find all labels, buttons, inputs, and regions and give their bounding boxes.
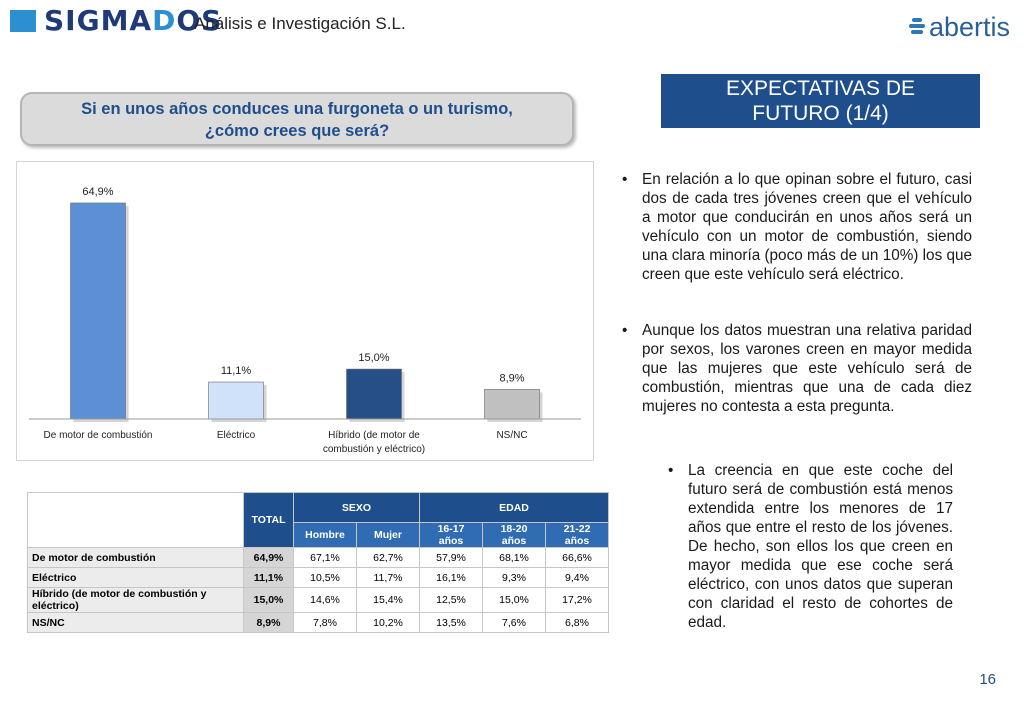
cell-value: 9,3%	[482, 567, 546, 588]
bullet-item: • La creencia en que este coche del futur…	[668, 461, 953, 632]
category-label: combustión y eléctrico)	[323, 444, 425, 455]
cell-value: 17,2%	[545, 587, 609, 613]
table-row: Híbrido (de motor de combustión y eléctr…	[27, 587, 609, 613]
section-title: EXPECTATIVAS DE FUTURO (1/4)	[661, 74, 980, 128]
bullet-text: Aunque los datos muestran una relativa p…	[642, 322, 972, 415]
cell-value: 16,1%	[419, 567, 483, 588]
cell-value: 7,8%	[293, 612, 357, 633]
bullet-list-3: • La creencia en que este coche del futur…	[668, 461, 953, 632]
sigmados-logo: SIGMADOS	[44, 4, 222, 38]
cell-value: 9,4%	[545, 567, 609, 588]
cell-value: 57,9%	[419, 547, 483, 568]
cell-value: 6,8%	[545, 612, 609, 633]
header-sexo: SEXO	[293, 492, 420, 523]
bullet-dot: •	[668, 462, 674, 479]
table-row: NS/NC 8,9% 7,8% 10,2% 13,5% 7,6% 6,8%	[27, 612, 609, 633]
bar	[484, 389, 540, 420]
data-label: 15,0%	[358, 352, 389, 364]
bullet-dot: •	[622, 322, 628, 339]
table-subheader-row: Hombre Mujer 16-17 años 18-20 años 21-22…	[28, 522, 609, 548]
abertis-logo: abertis	[908, 12, 1010, 42]
row-total: 64,9%	[243, 547, 294, 568]
subheader-21-22: 21-22 años	[545, 522, 609, 548]
subheader-hombre: Hombre	[293, 522, 357, 548]
table-row: Eléctrico 11,1% 10,5% 11,7% 16,1% 9,3% 9…	[27, 567, 609, 588]
bullet-dot: •	[622, 171, 628, 188]
cell-value: 11,7%	[356, 567, 420, 588]
subheader-16-17: 16-17 años	[419, 522, 483, 548]
data-label: 11,1%	[221, 365, 252, 377]
cell-value: 12,5%	[419, 587, 483, 613]
header-total: TOTAL	[243, 492, 294, 548]
section-title-line2: FUTURO (1/4)	[752, 102, 889, 125]
bar-chart-svg: 64,9% De motor de combustión 11,1% Eléctric…	[29, 186, 581, 455]
bullet-list-2: • Aunque los datos muestran una relativa …	[622, 321, 972, 416]
category-label: De motor de combustión	[44, 430, 153, 441]
logo-square	[10, 10, 36, 32]
bar-chart: 64,9% De motor de combustión 11,1% Eléctric…	[16, 161, 594, 461]
logo-subtitle: Análisis e Investigación S.L.	[194, 14, 406, 33]
cell-value: 15,0%	[482, 587, 546, 613]
data-label: 64,9%	[82, 186, 113, 198]
subheader-18-20: 18-20 años	[482, 522, 546, 548]
abertis-mark-icon	[908, 17, 925, 37]
bullet-list-1: • En relación a lo que opinan sobre el fu…	[622, 170, 972, 284]
results-table: TOTAL SEXO EDAD Hombre Mujer 16-17 años …	[27, 492, 609, 633]
cell-value: 14,6%	[293, 587, 357, 613]
row-label: De motor de combustión	[27, 547, 244, 568]
cell-value: 10,5%	[293, 567, 357, 588]
category-label: Eléctrico	[217, 430, 256, 441]
bar	[346, 368, 402, 420]
logo-end: OS	[176, 4, 223, 37]
bullet-item: • En relación a lo que opinan sobre el fu…	[622, 170, 972, 284]
table-header-row: TOTAL SEXO EDAD	[27, 492, 609, 548]
cell-value: 7,6%	[482, 612, 546, 633]
data-label: 8,9%	[499, 372, 524, 384]
table-row: De motor de combustión 64,9% 67,1% 62,7%…	[27, 547, 609, 568]
bullet-text: La creencia en que este coche del futuro…	[688, 462, 953, 631]
row-label: Eléctrico	[27, 567, 244, 588]
row-label: NS/NC	[27, 612, 244, 633]
brand-name: abertis	[928, 12, 1010, 42]
bar	[208, 381, 264, 420]
cell-value: 66,6%	[545, 547, 609, 568]
page-number: 16	[979, 671, 996, 688]
cell-value: 10,2%	[356, 612, 420, 633]
category-label: NS/NC	[496, 430, 527, 441]
cell-value: 62,7%	[356, 547, 420, 568]
row-total: 11,1%	[243, 567, 294, 588]
question-line2: ¿cómo crees que será?	[204, 122, 390, 140]
subheader-mujer: Mujer	[356, 522, 420, 548]
bar	[70, 202, 126, 420]
section-title-line1: EXPECTATIVAS DE	[725, 77, 916, 100]
bullet-text: En relación a lo que opinan sobre el fut…	[642, 171, 972, 283]
logo-main: SIGMA	[44, 4, 153, 37]
cell-value: 13,5%	[419, 612, 483, 633]
row-total: 8,9%	[243, 612, 294, 633]
header-edad: EDAD	[419, 492, 609, 523]
cell-value: 15,4%	[356, 587, 420, 613]
bullet-item: • Aunque los datos muestran una relativa …	[622, 321, 972, 416]
cell-value: 67,1%	[293, 547, 357, 568]
logo-accent: D	[152, 4, 177, 37]
question-line1: Si en unos años conduces una furgoneta o…	[81, 100, 513, 118]
row-label: Híbrido (de motor de combustión y eléctr…	[27, 587, 244, 613]
cell-value: 68,1%	[482, 547, 546, 568]
question-box: Si en unos años conduces una furgoneta o…	[20, 92, 574, 146]
category-label: Híbrido (de motor de	[328, 430, 420, 441]
row-total: 15,0%	[243, 587, 294, 613]
